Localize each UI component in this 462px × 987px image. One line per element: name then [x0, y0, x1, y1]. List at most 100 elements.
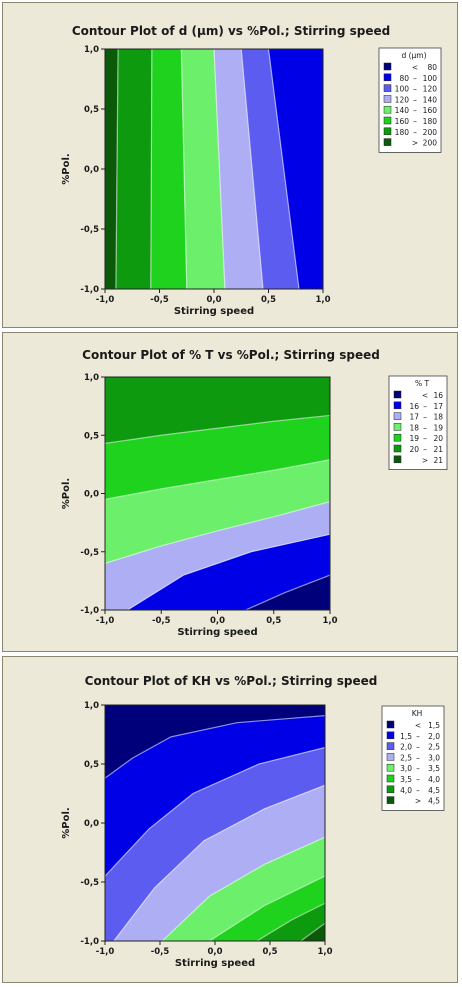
legend-high: 180	[423, 117, 438, 126]
legend-high: 3,5	[428, 764, 440, 773]
y-tick-label: 0,5	[84, 105, 99, 115]
legend-high: 2,5	[428, 743, 440, 752]
legend-high: 21	[433, 445, 443, 454]
legend-high: 4,5	[428, 786, 440, 795]
contour-line	[161, 836, 325, 941]
legend-high: 160	[423, 106, 438, 115]
legend-sep: –	[423, 445, 427, 454]
x-tick-label: 0,5	[262, 947, 277, 957]
contour-line	[300, 922, 325, 941]
legend-high: 120	[423, 85, 438, 94]
x-tick-label: 0,5	[266, 616, 281, 626]
legend-title: % T	[415, 379, 430, 388]
legend-swatch	[386, 763, 395, 772]
legend-swatch	[393, 390, 402, 399]
contour-band	[214, 49, 264, 289]
x-tick-label: 0,5	[261, 295, 276, 305]
y-axis-label: %Pol.	[61, 478, 72, 509]
contour-band	[105, 49, 119, 289]
legend-sep: –	[423, 423, 427, 432]
legend-swatch	[383, 62, 392, 71]
legend-high: 1,5	[428, 721, 440, 730]
contour-line	[105, 501, 330, 564]
contour-panel-t: Contour Plot of % T vs %Pol.; Stirring s…	[2, 332, 458, 652]
legend-swatch	[386, 753, 395, 761]
x-tick-label: -0,5	[152, 616, 171, 626]
legend-sep: –	[413, 74, 417, 83]
chart-title: Contour Plot of % T vs %Pol.; Stirring s…	[82, 348, 380, 362]
legend: d (µm)< 8080–100100–120120–140140–160160–…	[378, 47, 442, 153]
contour-band	[268, 49, 323, 289]
legend-sep: –	[423, 413, 427, 422]
legend-sep: –	[416, 764, 420, 773]
y-tick-label: 1,0	[84, 45, 99, 55]
legend-swatch	[386, 742, 395, 750]
legend-low: 18	[409, 423, 419, 432]
legend-low: 20	[409, 445, 419, 454]
y-tick-label: 0,0	[84, 490, 99, 500]
legend-sep: –	[423, 434, 427, 443]
legend-high: 200	[423, 128, 438, 137]
legend-low: 140	[395, 106, 410, 115]
y-tick-label: -0,5	[80, 548, 99, 558]
legend-high: 4,5	[428, 797, 440, 806]
y-tick-label: -0,5	[80, 225, 99, 235]
x-tick-label: -0,5	[150, 295, 169, 305]
contour-line	[245, 574, 330, 610]
legend-high: 19	[433, 423, 443, 432]
legend-swatch	[383, 84, 392, 92]
legend-sep: –	[413, 106, 417, 115]
y-tick-label: 0,5	[84, 431, 99, 441]
legend-low: 2,0	[400, 743, 412, 752]
contour-band	[181, 49, 225, 289]
legend: KH< 1,51,5–2,02,0–2,52,5–3,03,0–3,53,5–4,…	[381, 705, 445, 811]
chart-title: Contour Plot of d (µm) vs %Pol.; Stirrin…	[72, 24, 390, 38]
y-tick-label: 1,0	[84, 373, 99, 383]
y-tick-label: -1,0	[80, 937, 99, 947]
x-tick-label: 0,0	[207, 947, 222, 957]
legend-sep: –	[416, 743, 420, 752]
legend-low: 120	[395, 95, 410, 104]
legend-high: 4,0	[428, 775, 440, 784]
legend-swatch	[386, 731, 395, 740]
legend-high: 80	[427, 63, 437, 72]
legend-swatch	[386, 720, 395, 729]
legend-low: 2,5	[400, 753, 412, 762]
y-tick-label: -1,0	[80, 606, 99, 616]
legend-swatch	[393, 444, 402, 453]
contour-panel-d: Contour Plot of d (µm) vs %Pol.; Stirrin…	[2, 2, 458, 328]
legend-high: 3,0	[428, 753, 440, 762]
x-axis-label: Stirring speed	[174, 306, 254, 317]
legend-high: 20	[433, 434, 443, 443]
legend-sep: –	[413, 85, 417, 94]
contour-line	[213, 49, 226, 289]
legend-low: 19	[409, 434, 419, 443]
contour-line	[113, 784, 325, 941]
contour-line	[127, 533, 330, 610]
x-tick-label: 1,0	[317, 947, 332, 957]
legend-sep: –	[413, 117, 417, 126]
legend-swatch	[393, 455, 402, 464]
contour-line	[180, 49, 188, 289]
legend-swatch	[383, 73, 392, 82]
legend-low: 3,0	[400, 764, 412, 773]
contour-line	[105, 746, 325, 877]
legend-sep: <	[422, 391, 428, 400]
contour-regions	[105, 49, 323, 289]
contour-line	[150, 49, 153, 289]
contour-line	[209, 875, 325, 941]
x-tick-label: 1,0	[322, 616, 337, 626]
legend-sep: –	[423, 402, 427, 411]
x-tick-label: -1,0	[96, 616, 115, 626]
legend-title: d (µm)	[401, 51, 426, 60]
contour-panel-kh: Contour Plot of KH vs %Pol.; Stirring sp…	[2, 656, 458, 983]
legend-low: 3,5	[400, 775, 412, 784]
legend-low: 80	[399, 74, 409, 83]
legend-high: 140	[423, 95, 438, 104]
contour-line	[105, 715, 325, 779]
legend-swatch	[383, 105, 392, 114]
legend-high: 21	[433, 456, 443, 465]
legend-low: 100	[395, 85, 410, 94]
legend-swatch	[386, 774, 395, 783]
